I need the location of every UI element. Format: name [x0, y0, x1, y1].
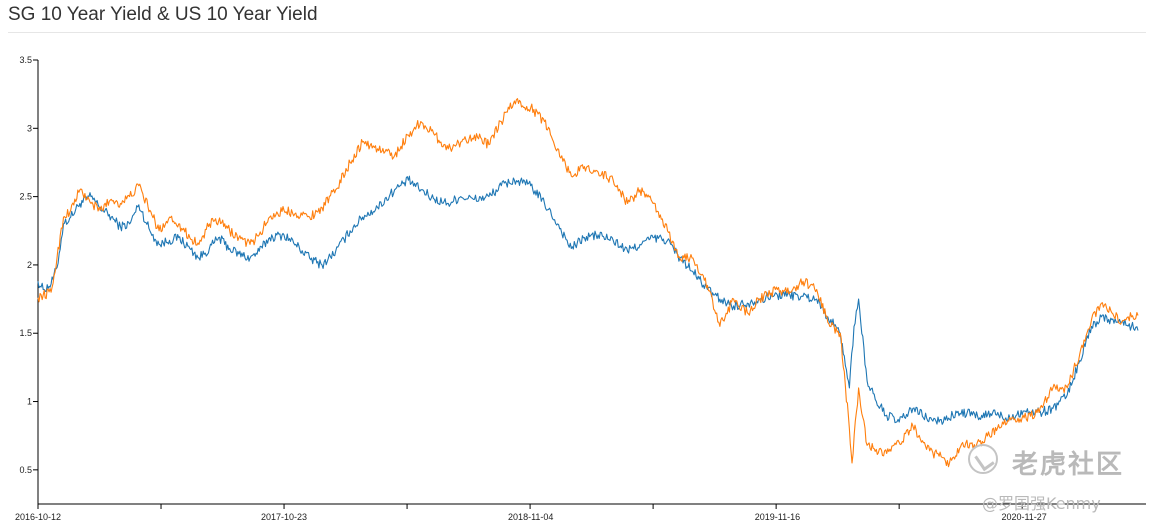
y-tick-label: 2: [27, 260, 32, 270]
y-tick-label: 1.5: [19, 328, 32, 338]
x-tick-label: 2016-10-12: [15, 512, 61, 522]
series-line-2: [37, 98, 1139, 468]
x-tick-label: 2017-10-23: [261, 512, 307, 522]
x-tick-label: 2018-11-04: [508, 512, 553, 522]
y-tick-label: 2.5: [19, 192, 32, 202]
title-divider: [8, 32, 1146, 33]
y-tick-label: 3: [27, 123, 32, 133]
x-tick-label: 2020-11-27: [1001, 512, 1046, 522]
page-title: SG 10 Year Yield & US 10 Year Yield: [8, 4, 318, 25]
y-axis: 0.5 1 1.5 2 2.5 3 3.5: [19, 55, 39, 504]
y-tick-label: 1: [27, 397, 32, 407]
series-layer: [37, 98, 1139, 468]
y-tick-label: 0.5: [19, 465, 32, 475]
watermark-brand: 老虎社区: [1012, 450, 1125, 480]
x-axis: 2016-10-12 2017-10-23 2018-11-04 2019-11-16…: [15, 503, 1146, 522]
watermark-user: @罗国强Kenmy: [982, 494, 1101, 513]
watermark-logo-icon: [968, 444, 998, 474]
x-tick-label: 2019-11-16: [755, 512, 800, 522]
y-tick-label: 3.5: [19, 55, 32, 65]
series-line-1: [37, 175, 1139, 425]
